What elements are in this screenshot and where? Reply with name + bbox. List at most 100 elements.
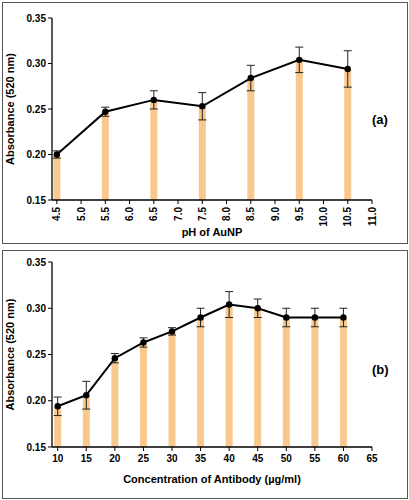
y-tick-label: 0.30 [27, 58, 47, 69]
x-tick [226, 200, 227, 204]
marker [255, 305, 261, 311]
y-tick [48, 308, 52, 309]
x-tick-label: 7.5 [197, 207, 208, 221]
y-tick-label: 0.15 [27, 442, 47, 453]
y-tick-label: 0.25 [27, 104, 47, 115]
x-tick-label: 10.5 [342, 207, 353, 227]
line [58, 305, 344, 407]
x-tick [299, 200, 300, 204]
x-tick [153, 200, 154, 204]
x-axis-title: Concentration of Antibody (µg/ml) [123, 473, 301, 485]
error-bar [311, 308, 319, 327]
error-cap [168, 327, 176, 328]
bar [340, 318, 347, 448]
y-tick-label: 0.15 [27, 195, 47, 206]
marker [312, 314, 318, 320]
error-bar [101, 107, 109, 116]
x-tick-label: 35 [195, 453, 207, 464]
y-tick [48, 262, 52, 263]
error-bar [168, 328, 176, 335]
error-bar [282, 308, 290, 327]
y-tick [48, 154, 52, 155]
error-cap [282, 308, 290, 309]
x-tick [250, 200, 251, 204]
x-tick [372, 447, 373, 451]
x-tick [314, 447, 315, 451]
error-cap [111, 353, 119, 354]
error-cap [82, 409, 90, 410]
x-tick-label: 11.0 [367, 207, 378, 226]
error-bar [225, 292, 233, 318]
error-cap [311, 326, 319, 327]
x-tick [347, 200, 348, 204]
marker [296, 57, 302, 63]
x-tick [105, 200, 106, 204]
error-cap [295, 47, 303, 48]
marker [102, 109, 108, 115]
error-cap [247, 90, 255, 91]
x-tick-label: 30 [166, 453, 178, 464]
y-tick-label: 0.35 [27, 257, 47, 268]
bar [247, 78, 254, 200]
error-cap [150, 109, 158, 110]
x-tick-label: 8.0 [221, 207, 232, 221]
bar [254, 308, 261, 447]
marker [55, 403, 61, 409]
x-tick [343, 447, 344, 451]
error-bar [53, 151, 61, 158]
marker [283, 314, 289, 320]
y-tick [48, 63, 52, 64]
error-cap [197, 326, 205, 327]
y-axis-title: Absorbance (520 nm) [4, 53, 16, 165]
error-cap [168, 335, 176, 336]
x-tick-label: 7.0 [173, 207, 184, 221]
x-tick-label: 9.0 [270, 207, 281, 221]
x-tick-label: 8.5 [245, 207, 256, 221]
error-cap [344, 87, 352, 88]
x-tick-label: 10.0 [318, 207, 329, 227]
y-tick-label: 0.30 [27, 303, 47, 314]
x-axis-title: pH of AuNP [182, 226, 243, 238]
error-cap [225, 317, 233, 318]
y-tick-label: 0.25 [27, 349, 47, 360]
marker [140, 339, 146, 345]
error-cap [247, 65, 255, 66]
error-cap [111, 362, 119, 363]
error-cap [139, 337, 147, 338]
error-cap [295, 72, 303, 73]
bar [111, 358, 118, 447]
marker [226, 301, 232, 307]
panel-frame [3, 251, 408, 499]
error-cap [139, 347, 147, 348]
x-tick-label: 45 [252, 453, 264, 464]
x-tick-label: 50 [281, 453, 293, 464]
error-cap [344, 50, 352, 51]
error-cap [198, 119, 206, 120]
x-tick-label: 25 [138, 453, 150, 464]
bar [311, 318, 318, 448]
x-tick [143, 447, 144, 451]
marker [112, 355, 118, 361]
error-bar [139, 338, 147, 347]
error-cap [101, 116, 109, 117]
x-tick-label: 65 [366, 453, 378, 464]
x-tick-label: 55 [309, 453, 321, 464]
error-cap [311, 308, 319, 309]
x-tick-label: 60 [338, 453, 350, 464]
error-bar [339, 308, 347, 327]
x-tick [56, 200, 57, 204]
bar [150, 100, 157, 200]
error-cap [254, 317, 262, 318]
bar [296, 60, 303, 200]
error-cap [101, 107, 109, 108]
x-tick-label: 20 [109, 453, 121, 464]
bar [226, 305, 233, 447]
error-bar [54, 397, 62, 416]
error-cap [339, 326, 347, 327]
y-tick [48, 354, 52, 355]
error-cap [54, 397, 62, 398]
plot-area [53, 47, 352, 200]
marker [169, 328, 175, 334]
x-tick [81, 200, 82, 204]
panel-frame [3, 3, 408, 244]
